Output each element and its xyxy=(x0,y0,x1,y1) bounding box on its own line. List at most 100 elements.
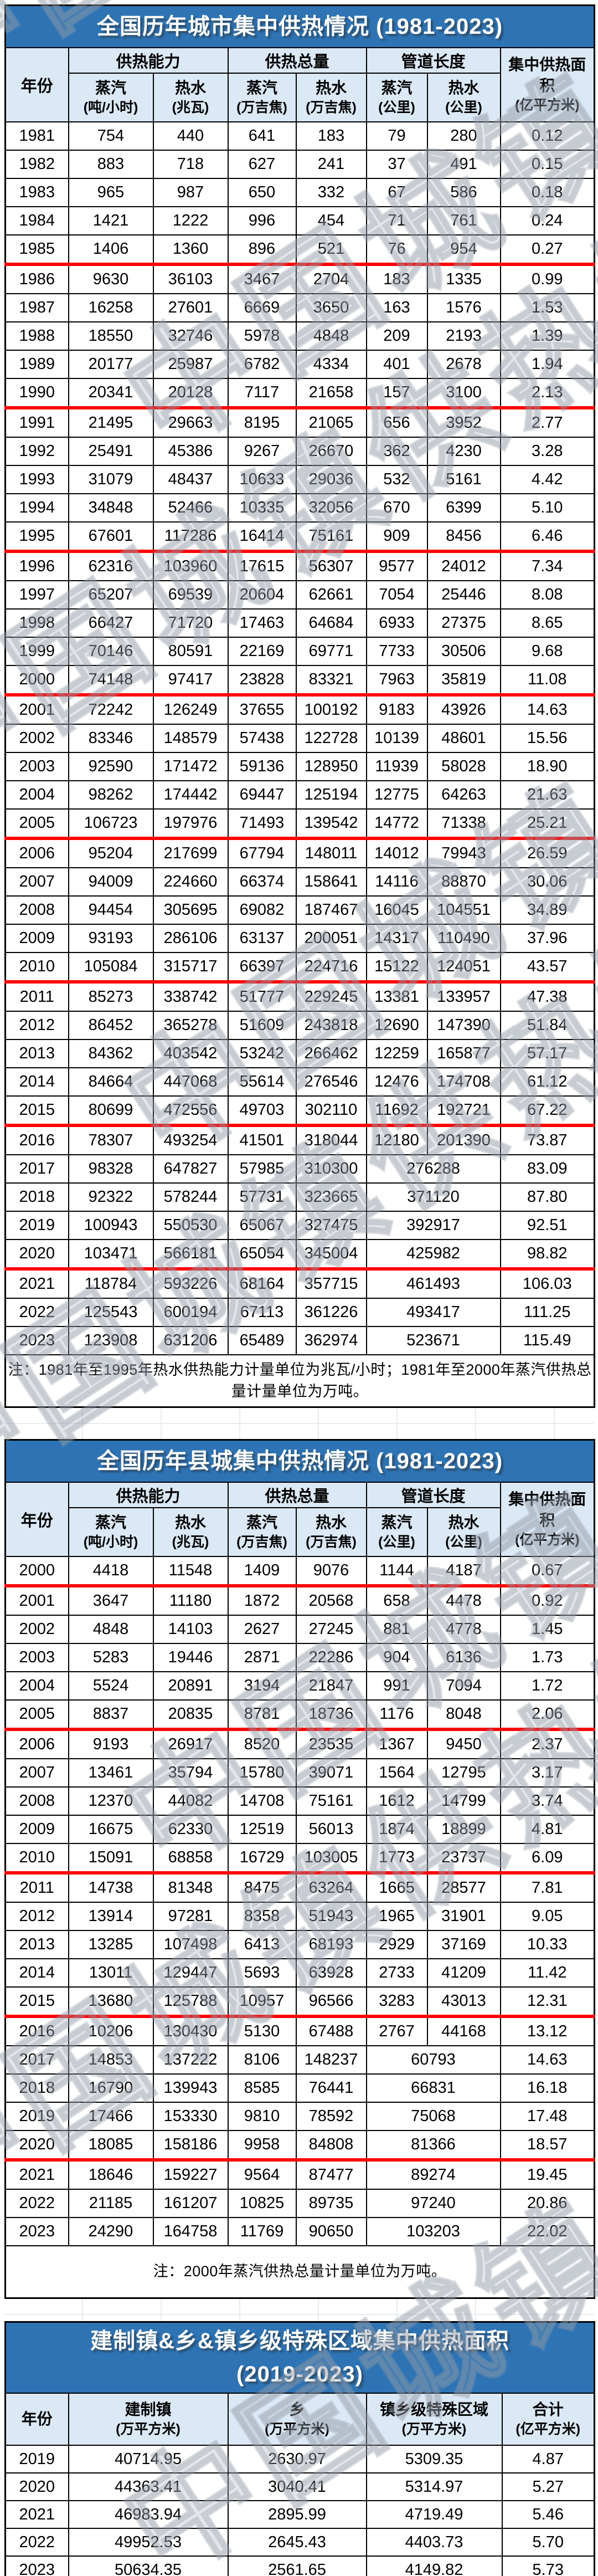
value-cell: 1.72 xyxy=(499,1671,595,1701)
table-row: 1999 70146 80591 22169 69771 7733 30506 9.68 xyxy=(4,637,595,666)
value-cell: 43.57 xyxy=(499,952,595,984)
value-cell: 35819 xyxy=(426,665,501,697)
area-header-unit: (亿平方米) xyxy=(514,1532,580,1548)
value-cell: 73.87 xyxy=(499,1125,595,1155)
county-heating-table-section: 全国历年县城集中供热情况 (1981-2023) 年份 供热能力 供热总量 管道长度 集中… xyxy=(4,1439,596,2299)
sheet-gridlines-gap-1 xyxy=(4,1408,594,1439)
year-cell: 2009 xyxy=(4,924,69,953)
value-cell: 36103 xyxy=(152,264,229,294)
table-row: 2002 83346 148579 57438 122728 10139 48601 15.5… xyxy=(4,724,595,753)
column-header-label: 合计 xyxy=(532,2401,564,2419)
value-cell: 25.21 xyxy=(499,808,595,840)
sub-header-unit: (万吉焦) xyxy=(236,100,287,116)
value-cell: 2767 xyxy=(365,2016,428,2046)
value-cell: 6.46 xyxy=(499,521,595,553)
value-cell: 472556 xyxy=(152,1095,229,1127)
value-cell: 9183 xyxy=(365,694,428,725)
year-cell: 2018 xyxy=(4,2073,69,2103)
sub-column-header: 热水 (万吉焦) xyxy=(295,1507,367,1557)
value-cell: 65067 xyxy=(227,1211,297,1240)
value-cell: 125543 xyxy=(68,1298,154,1327)
value-cell: 48437 xyxy=(152,465,229,494)
sub-header-unit: (万吉焦) xyxy=(236,1534,287,1550)
value-cell: 34848 xyxy=(68,493,154,523)
column-header-unit: (万平方米) xyxy=(265,2421,329,2437)
value-cell: 171472 xyxy=(152,752,229,781)
value-cell: 16729 xyxy=(227,1843,297,1875)
sub-column-header: 热水 (兆瓦) xyxy=(152,1507,229,1557)
value-cell: 17.48 xyxy=(499,2102,595,2131)
value-cell: 14708 xyxy=(227,1786,297,1816)
pipeline-total-cell: 461493 xyxy=(365,1268,501,1299)
value-cell: 76 xyxy=(365,234,428,266)
year-cell: 2003 xyxy=(4,1643,69,1672)
year-cell: 2002 xyxy=(4,1615,69,1644)
year-cell: 1985 xyxy=(4,234,69,266)
value-cell: 67794 xyxy=(227,838,297,868)
table-row: 1998 66427 71720 17463 64684 6933 27375 8.65 xyxy=(4,608,595,638)
value-cell: 996 xyxy=(227,206,297,235)
value-cell: 44363.41 xyxy=(68,2472,229,2501)
value-cell: 0.18 xyxy=(499,178,595,207)
value-cell: 491 xyxy=(426,150,501,179)
value-cell: 881 xyxy=(365,1615,428,1644)
value-cell: 51943 xyxy=(295,1902,367,1931)
value-cell: 593226 xyxy=(152,1268,229,1299)
table-row: 1985 1406 1360 896 521 76 954 0.27 xyxy=(4,234,595,266)
year-cell: 2023 xyxy=(4,2555,69,2576)
value-cell: 1874 xyxy=(365,1815,428,1844)
value-cell: 51777 xyxy=(227,981,297,1012)
value-cell: 21185 xyxy=(68,2189,154,2218)
value-cell: 29036 xyxy=(295,465,367,494)
value-cell: 532 xyxy=(365,465,428,494)
value-cell: 67601 xyxy=(68,521,154,553)
value-cell: 2929 xyxy=(365,1930,428,1959)
value-cell: 87.80 xyxy=(499,1182,595,1212)
value-cell: 5.27 xyxy=(501,2472,595,2501)
value-cell: 8456 xyxy=(426,521,501,553)
value-cell: 165877 xyxy=(426,1039,501,1068)
value-cell: 86452 xyxy=(68,1011,154,1040)
sheet-gridlines-gap-2 xyxy=(4,2299,594,2321)
value-cell: 7117 xyxy=(227,378,297,409)
year-cell: 2019 xyxy=(4,2102,69,2131)
value-cell: 2871 xyxy=(227,1643,297,1672)
value-cell: 17615 xyxy=(227,551,297,581)
year-cell: 2022 xyxy=(4,1298,69,1327)
value-cell: 2630.97 xyxy=(227,2445,367,2473)
pipeline-total-cell: 523671 xyxy=(365,1326,501,1355)
table-title: 全国历年城市集中供热情况 (1981-2023) xyxy=(97,14,503,39)
value-cell: 6136 xyxy=(426,1643,501,1672)
table-row: 2004 98262 174442 69447 125194 12775 64263 21.6… xyxy=(4,780,595,810)
value-cell: 4848 xyxy=(68,1615,154,1644)
table-title-bar: 全国历年城市集中供热情况 (1981-2023) xyxy=(4,4,595,48)
value-cell: 50634.35 xyxy=(68,2555,229,2576)
value-cell: 28577 xyxy=(426,1872,501,1903)
table-row: 2019 100943 550530 65067 327475 392917 92.51 xyxy=(4,1211,595,1240)
value-cell: 327475 xyxy=(295,1211,367,1240)
table-row: 2023 123908 631206 65489 362974 523671 115.49 xyxy=(4,1326,595,1355)
value-cell: 641 xyxy=(227,121,297,151)
value-cell: 566181 xyxy=(152,1239,229,1271)
value-cell: 224716 xyxy=(295,952,367,984)
table-row: 2021 118784 593226 68164 357715 461493 106.03 xyxy=(4,1268,595,1299)
table-row: 2016 78307 493254 41501 318044 12180 201390 73.… xyxy=(4,1125,595,1155)
year-cell: 2005 xyxy=(4,1699,69,1731)
value-cell: 5693 xyxy=(227,1958,297,1988)
value-cell: 883 xyxy=(68,150,154,179)
value-cell: 48601 xyxy=(426,724,501,753)
table-row: 2019 17466 153330 9810 78592 75068 17.48 xyxy=(4,2102,595,2131)
table-row: 2023 50634.35 2561.65 4149.82 5.73 xyxy=(4,2555,595,2576)
value-cell: 11.08 xyxy=(499,665,595,697)
value-cell: 11.42 xyxy=(499,1958,595,1988)
value-cell: 4418 xyxy=(68,1556,154,1587)
sub-column-header: 蒸汽 (万吉焦) xyxy=(227,1507,297,1557)
value-cell: 17463 xyxy=(227,608,297,638)
value-cell: 56307 xyxy=(295,551,367,581)
table-row: 2013 84362 403542 53242 266462 12259 165877 57.… xyxy=(4,1039,595,1068)
year-cell: 2007 xyxy=(4,1758,69,1788)
value-cell: 9958 xyxy=(227,2130,297,2162)
value-cell: 104551 xyxy=(426,895,501,925)
sub-header-label: 蒸汽 xyxy=(246,79,277,97)
table-row: 2000 74148 97417 23828 83321 7963 35819 11.08 xyxy=(4,665,595,697)
